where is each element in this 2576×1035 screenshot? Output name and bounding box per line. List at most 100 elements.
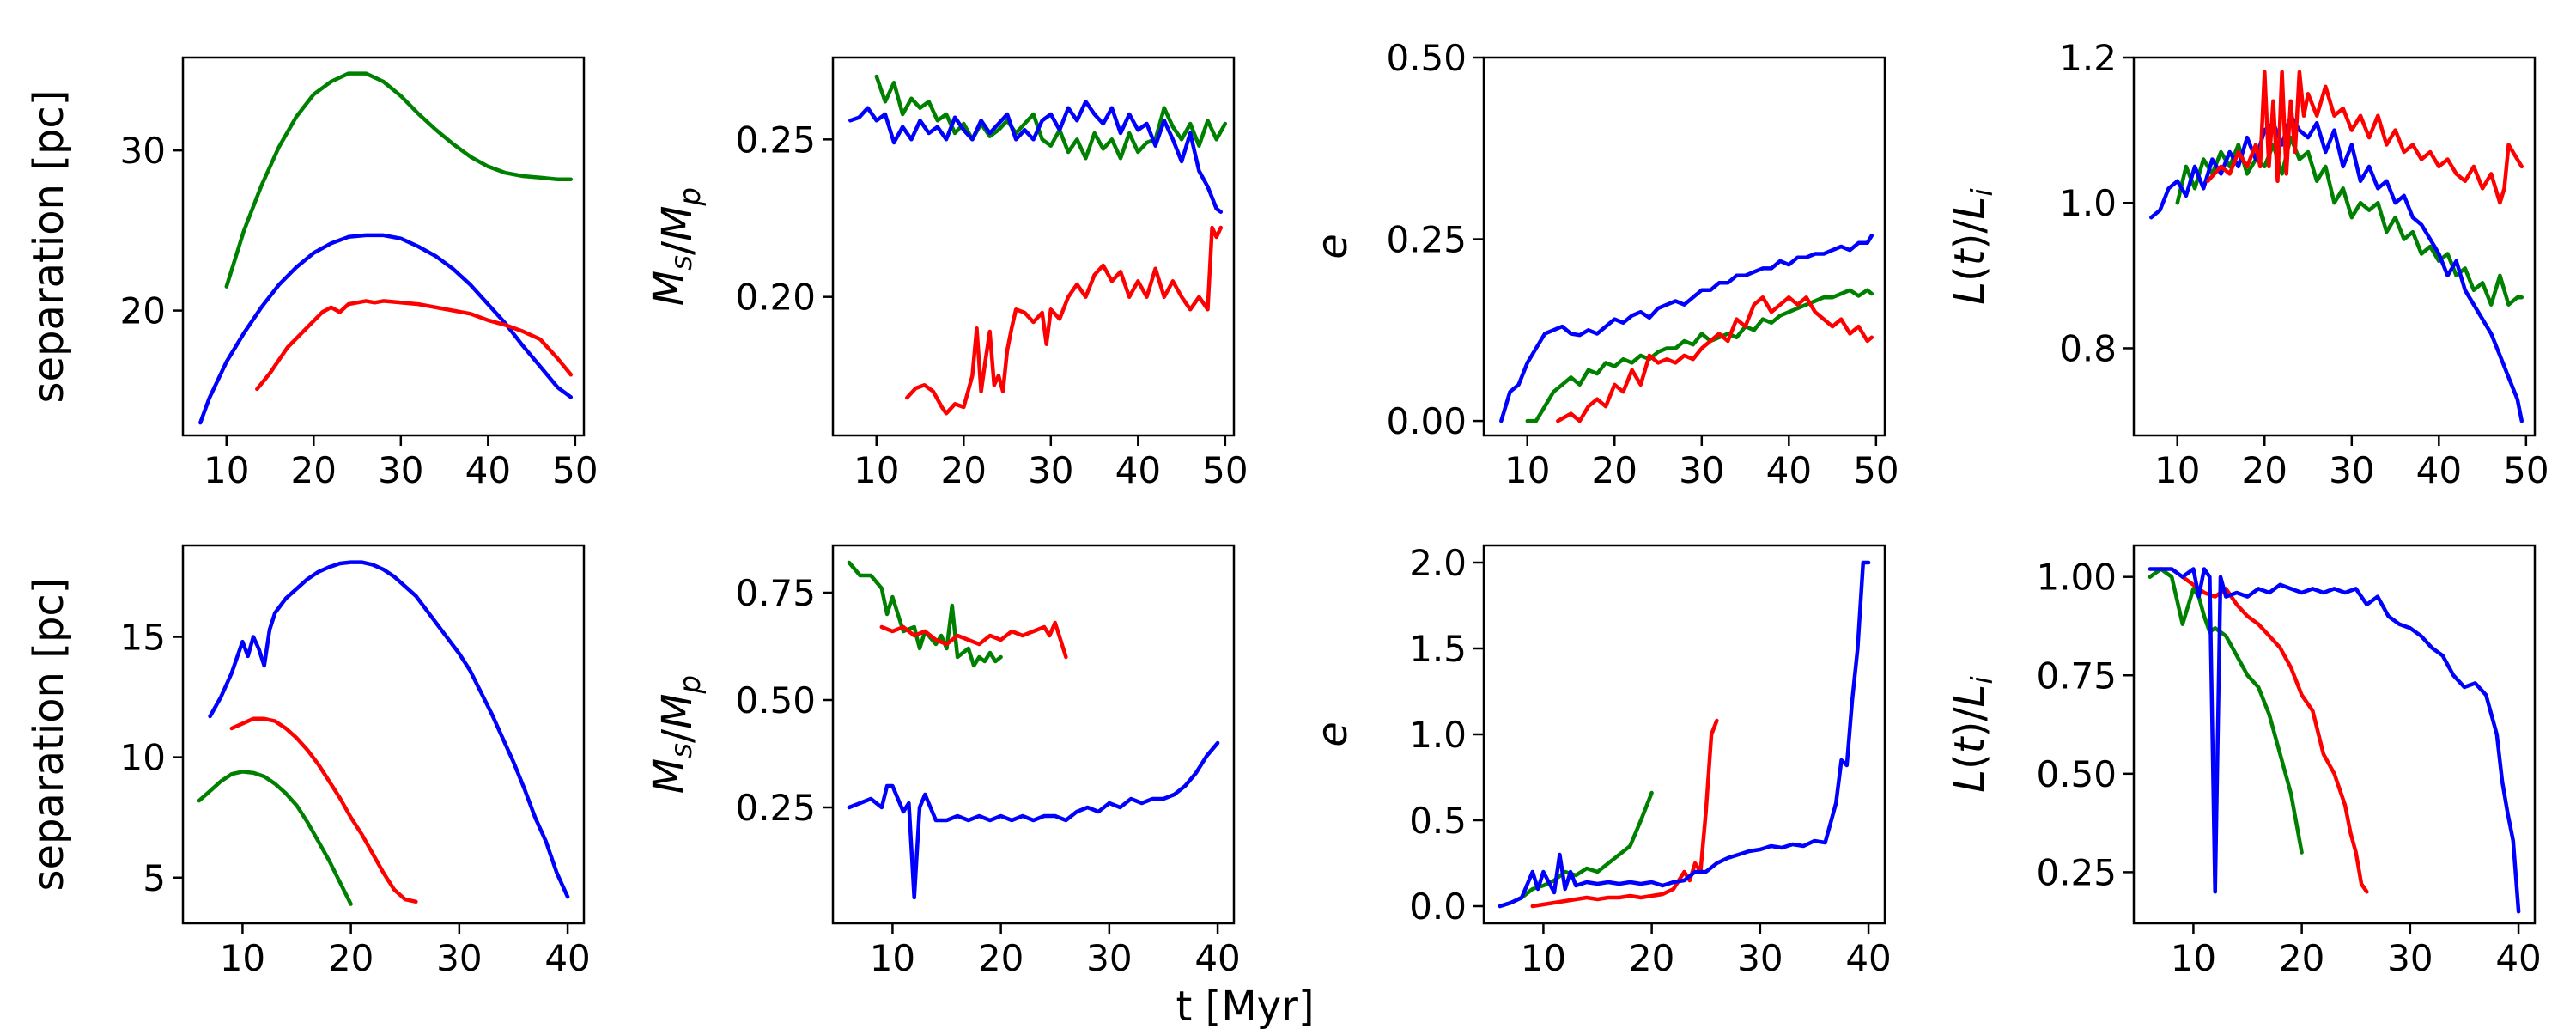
x-tick-label: 40 [465,449,511,491]
y-axis-label: separation [pc] [25,89,73,403]
plot-frame [181,544,586,925]
series-line-red [229,716,418,904]
series-line-blue [208,560,570,899]
y-axis-label: Ms/Mp [645,675,708,794]
series-line-red [879,620,1068,660]
y-tick-label: 2.0 [1409,542,1467,584]
y-tick-label: 0.50 [1386,37,1467,79]
plot-frame [831,56,1236,437]
x-tick-label: 20 [1592,449,1637,491]
x-tick-label: 20 [941,449,987,491]
y-tick-label: 0.75 [2036,654,2117,697]
series-line-blue [2148,567,2521,914]
y-tick-label: 0.25 [1386,219,1467,261]
series-line-green [2175,135,2524,307]
chart-panel-r0-c1: 10 20 30 40 50 0.20 0.25 Ms/Mp [645,56,1249,491]
y-tick-label: 5 [143,857,166,899]
x-tick-label: 30 [436,937,482,979]
x-tick-label: 30 [2329,449,2374,491]
chart-panel-r1-c0: 10 20 30 40 5 10 15 separation [pc] [25,544,591,979]
plot-frame [831,544,1236,925]
chart-panel-r1-c2: 10 20 30 40 0.0 0.5 1.0 1.5 2.0 e [1309,542,1892,979]
y-tick-label: 0.50 [735,679,816,721]
shared-x-axis-label: t [Myr] [1176,983,1314,1031]
x-tick-label: 20 [2279,937,2324,979]
y-tick-label: 1.0 [1409,714,1467,756]
x-tick-label: 30 [1086,937,1132,979]
y-tick-label: 0.25 [735,787,816,829]
series-line-green [224,71,574,289]
series-line-blue [2149,113,2524,423]
y-tick-label: 0.5 [1409,800,1467,842]
x-tick-label: 50 [1202,449,1248,491]
series-line-red [1556,295,1874,423]
x-tick-label: 30 [2387,937,2433,979]
series-line-blue [848,100,1224,214]
plot-frame [2132,544,2537,925]
x-tick-label: 10 [2154,449,2200,491]
x-tick-label: 40 [1845,937,1891,979]
y-tick-label: 1.00 [2036,557,2117,599]
y-tick-label: 1.5 [1409,628,1467,670]
y-tick-label: 0.8 [2059,327,2117,369]
chart-panel-r0-c3: 10 20 30 40 50 0.8 1.0 1.2 L(t)/Li [1946,37,2549,491]
series-line-red [1530,718,1719,909]
x-tick-label: 10 [870,937,915,979]
x-tick-label: 10 [1521,937,1566,979]
x-tick-label: 10 [204,449,249,491]
y-axis-label: Ms/Mp [645,187,708,306]
y-axis-label: e [1309,721,1357,747]
series-line-green [2148,567,2304,855]
series-line-red [2206,70,2524,205]
x-tick-label: 30 [1028,449,1073,491]
chart-panel-r1-c1: 10 20 30 40 0.25 0.50 0.75 Ms/Mp [645,544,1241,979]
series-line-green [1525,288,1874,423]
series-line-red [255,299,574,392]
chart-panel-r0-c2: 10 20 30 40 50 0.00 0.25 0.50 e [1309,37,1899,491]
x-tick-label: 10 [854,449,899,491]
series-line-green [874,74,1228,161]
plot-frame [181,56,586,437]
y-tick-label: 15 [120,616,166,658]
x-tick-label: 40 [1194,937,1240,979]
series-line-green [1498,790,1654,909]
x-tick-label: 30 [1679,449,1724,491]
chart-panel-r1-c3: 10 20 30 40 0.25 0.50 0.75 1.00 L(t)/Li [1946,544,2542,979]
y-tick-label: 1.0 [2059,182,2117,224]
y-tick-label: 0.25 [735,119,816,161]
y-tick-label: 0.50 [2036,753,2117,795]
x-tick-label: 40 [2416,449,2462,491]
y-tick-label: 10 [120,737,166,779]
x-tick-label: 20 [2242,449,2287,491]
x-tick-label: 40 [1115,449,1161,491]
chart-panel-r0-c0: 10 20 30 40 50 20 30 separation [pc] [25,56,598,491]
x-tick-label: 30 [378,449,423,491]
x-tick-label: 30 [1737,937,1783,979]
x-tick-label: 40 [544,937,590,979]
y-axis-label: e [1309,234,1357,259]
y-tick-label: 0.25 [2036,851,2117,893]
x-tick-label: 20 [328,937,374,979]
plot-frame [2132,56,2537,437]
y-tick-label: 1.2 [2059,37,2117,79]
series-line-red [905,225,1224,416]
x-tick-label: 40 [1766,449,1812,491]
y-tick-label: 20 [120,290,166,332]
y-tick-label: 0.75 [735,572,816,614]
y-tick-label: 0.00 [1386,400,1467,442]
series-line-red [2180,575,2369,894]
series-line-blue [1499,234,1874,423]
y-axis-label: L(t)/Li [1946,676,2000,793]
y-axis-label: L(t)/Li [1946,188,2000,305]
y-tick-label: 30 [120,130,166,172]
x-tick-label: 10 [1504,449,1550,491]
series-line-green [197,770,353,906]
x-tick-label: 50 [1853,449,1899,491]
x-tick-label: 20 [291,449,337,491]
x-tick-label: 10 [220,937,265,979]
y-tick-label: 0.20 [735,277,816,319]
y-axis-label: separation [pc] [25,577,73,891]
plot-frame [1482,56,1886,437]
